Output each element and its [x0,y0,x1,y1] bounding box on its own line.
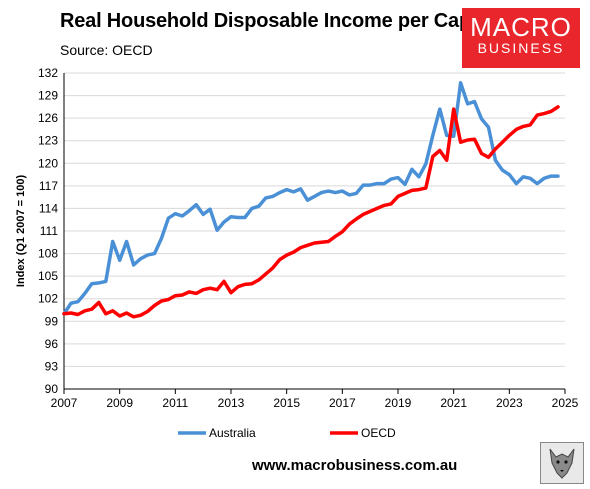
y-tick-label: 96 [45,337,59,351]
y-tick-label: 102 [38,292,58,306]
x-tick-label: 2021 [440,396,467,410]
y-tick-label: 117 [39,179,58,193]
chart-title: Real Household Disposable Income per Cap… [60,10,494,32]
y-tick-label: 114 [39,201,58,215]
y-tick-label: 126 [38,111,58,125]
x-tick-label: 2017 [329,396,356,410]
y-tick-label: 93 [45,359,59,373]
axes [63,73,566,394]
grid-lines [64,72,565,390]
x-tick-label: 2009 [106,396,133,410]
wolf-icon [540,442,584,484]
website-url: www.macrobusiness.com.au [252,457,458,474]
y-tick-label: 120 [38,156,58,170]
x-tick-label: 2013 [218,396,245,410]
y-tick-label: 111 [40,224,59,238]
x-tick-label: 2023 [496,396,523,410]
y-tick-label: 123 [38,134,58,148]
x-tick-label: 2015 [273,396,300,410]
y-axis-label: Index (Q1 2007 = 100) [15,175,27,288]
y-tick-labels: 90 93 96 99 102 105 108 111 114 117 120 123 126 129 13… [38,66,58,396]
y-tick-label: 105 [38,269,58,283]
chart-source: Source: OECD [60,42,153,58]
series-line-oecd [62,105,560,319]
logo-line-2: BUSINESS [477,40,565,56]
y-tick-label: 129 [38,89,58,103]
y-tick-label: 99 [45,314,59,328]
logo-line-1: MACRO [470,12,572,42]
y-tick-label: 90 [45,382,59,396]
legend: Australia OECD [178,426,396,440]
legend-label-australia: Australia [209,426,256,440]
series-lines [62,81,560,319]
x-tick-label: 2025 [552,396,579,410]
x-tick-labels: 2007 2009 2011 2013 2015 2017 2019 2021 2023 2025 [51,396,579,410]
x-tick-label: 2011 [162,396,188,410]
y-tick-label: 108 [38,247,58,261]
x-tick-label: 2019 [385,396,412,410]
y-tick-label: 132 [38,66,58,80]
x-tick-label: 2007 [51,396,78,410]
series-line-australia [62,81,560,316]
macrobusiness-logo: MACRO BUSINESS [462,8,580,68]
legend-label-oecd: OECD [361,426,396,440]
